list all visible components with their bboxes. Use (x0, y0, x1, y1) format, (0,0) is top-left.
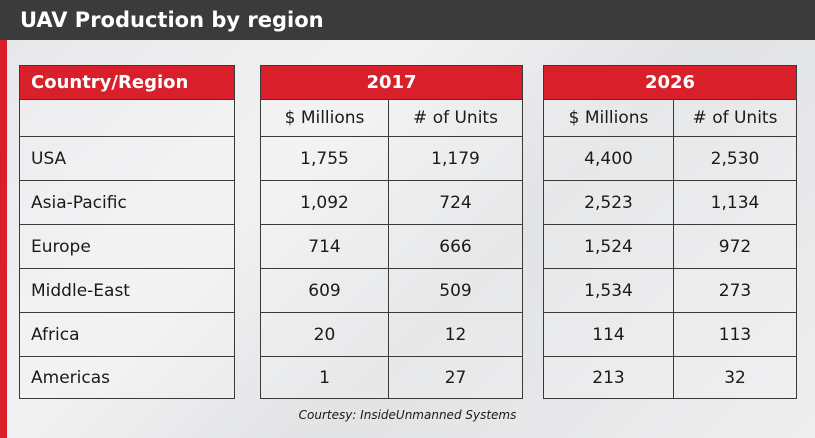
cell-2026-millions: 114 (543, 312, 674, 357)
table-row: 1,092 724 (260, 180, 524, 225)
cell-2026-units: 273 (672, 268, 798, 313)
cell-2017-units: 509 (387, 268, 524, 313)
region-cell: Americas (19, 356, 235, 399)
cell-2017-millions: 1 (260, 356, 389, 399)
table-row: 609 509 (260, 268, 524, 313)
cell-2026-units: 1,134 (672, 180, 798, 225)
accent-stripe (0, 40, 7, 438)
region-cell: USA (19, 136, 235, 181)
region-cell: Middle-East (19, 268, 235, 313)
table-row: 1,534 273 (543, 268, 798, 313)
source-credit: Courtesy: InsideUnmanned Systems (298, 408, 517, 422)
year-2026-header: 2026 (542, 65, 798, 100)
col-2017-units-header: # of Units (387, 99, 524, 137)
table-row: Americas (19, 356, 235, 399)
region-cell: Africa (19, 312, 235, 357)
title-bar (0, 0, 815, 40)
table-row: 213 32 (543, 356, 798, 399)
cell-2026-millions: 1,534 (543, 268, 674, 313)
cell-2017-millions: 714 (260, 224, 389, 269)
year-2026-table: 2026 $ Millions # of Units 4,400 2,530 2,5… (542, 65, 798, 399)
cell-2026-units: 972 (672, 224, 798, 269)
region-cell: Europe (19, 224, 235, 269)
table-row: 20 12 (260, 312, 524, 357)
table-row: 1,755 1,179 (260, 136, 524, 181)
col-2026-millions-header: $ Millions (543, 99, 674, 137)
table-row: USA (19, 136, 235, 181)
region-table: Country/Region USA Asia-Pacific Europe Midd… (19, 65, 235, 399)
cell-2026-units: 32 (672, 356, 798, 399)
table-row: 1,524 972 (543, 224, 798, 269)
table-row: Middle-East (19, 268, 235, 313)
year-2017-header: 2017 (259, 65, 524, 100)
page-title: UAV Production by region (20, 8, 324, 32)
cell-2017-units: 12 (387, 312, 524, 357)
table-row: Asia-Pacific (19, 180, 235, 225)
region-subheader-empty (19, 99, 235, 137)
cell-2017-units: 27 (387, 356, 524, 399)
col-2026-units-header: # of Units (672, 99, 798, 137)
cell-2026-units: 113 (672, 312, 798, 357)
cell-2026-units: 2,530 (672, 136, 798, 181)
cell-2026-millions: 2,523 (543, 180, 674, 225)
cell-2017-millions: 1,092 (260, 180, 389, 225)
table-row: Europe (19, 224, 235, 269)
table-row: 114 113 (543, 312, 798, 357)
table-row: 2,523 1,134 (543, 180, 798, 225)
year-2017-table: 2017 $ Millions # of Units 1,755 1,179 1,0… (259, 65, 524, 399)
cell-2026-millions: 1,524 (543, 224, 674, 269)
cell-2017-millions: 609 (260, 268, 389, 313)
region-cell: Asia-Pacific (19, 180, 235, 225)
cell-2017-units: 666 (387, 224, 524, 269)
cell-2017-millions: 1,755 (260, 136, 389, 181)
table-row: 1 27 (260, 356, 524, 399)
table-row: Africa (19, 312, 235, 357)
cell-2017-units: 724 (387, 180, 524, 225)
region-column-header: Country/Region (19, 65, 235, 100)
table-row: 714 666 (260, 224, 524, 269)
cell-2017-units: 1,179 (387, 136, 524, 181)
table-row: 4,400 2,530 (543, 136, 798, 181)
cell-2026-millions: 213 (543, 356, 674, 399)
col-2017-millions-header: $ Millions (260, 99, 389, 137)
cell-2017-millions: 20 (260, 312, 389, 357)
cell-2026-millions: 4,400 (543, 136, 674, 181)
